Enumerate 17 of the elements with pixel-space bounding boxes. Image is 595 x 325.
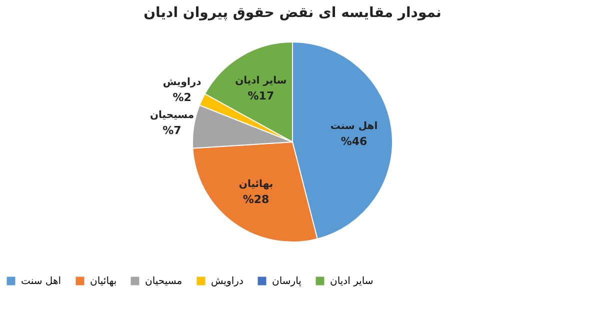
legend-label: مسیحیان: [145, 276, 182, 287]
chart-title: نمودار مقایسه ای نقض حقوق پیروان ادیان: [144, 4, 442, 21]
slice-label: مسیحیان: [150, 110, 194, 121]
data-label: %46: [340, 135, 368, 148]
legend-label: پارسان: [272, 276, 302, 287]
legend-label: اهل سنت: [21, 276, 62, 287]
slice-label: دراویش: [162, 77, 202, 88]
slice-label: بهائیان: [238, 179, 274, 190]
legend-label: دراویش: [211, 276, 244, 287]
legend-label: بهائیان: [90, 276, 117, 287]
slice-label: سایر ادیان: [235, 76, 287, 87]
slice-label: اهل سنت: [330, 121, 378, 132]
legend-label: سایر ادیان: [330, 276, 374, 287]
data-label: %2: [172, 91, 192, 104]
data-label: %28: [242, 193, 270, 206]
data-label: %17: [248, 90, 274, 103]
data-label: %7: [162, 124, 182, 137]
